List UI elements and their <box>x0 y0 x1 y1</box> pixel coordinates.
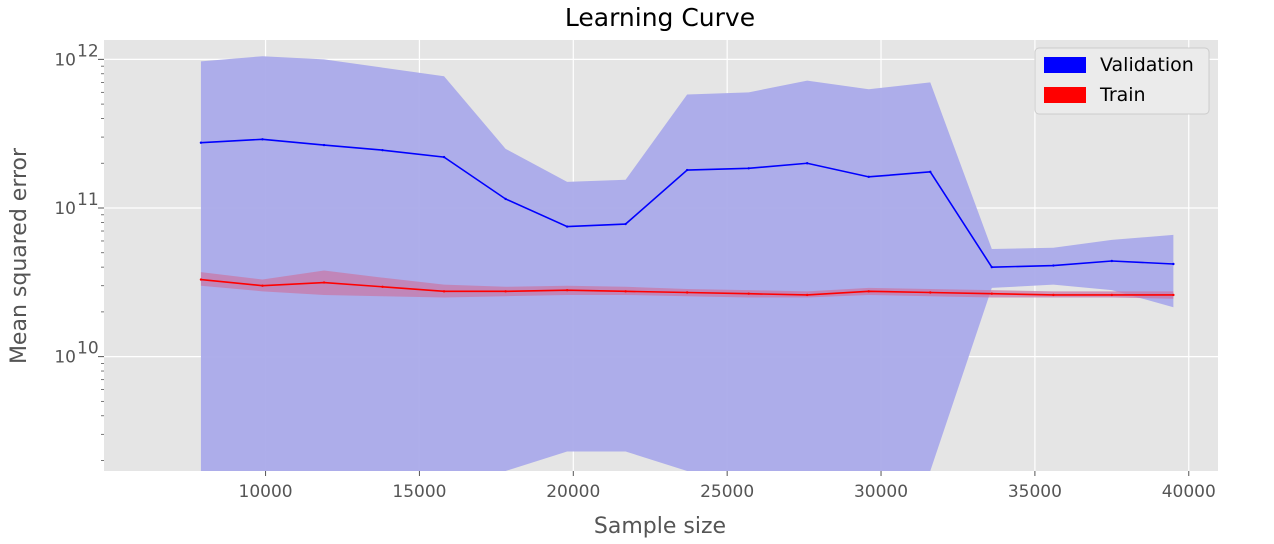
x-axis-label: Sample size <box>594 514 726 539</box>
y-tick-label: 10 <box>54 348 76 368</box>
point-train <box>867 290 870 293</box>
point-train <box>929 291 932 294</box>
chart-title: Learning Curve <box>565 3 755 32</box>
point-validation <box>504 197 507 201</box>
point-validation <box>199 141 203 144</box>
legend-label-validation: Validation <box>1100 54 1194 76</box>
point-train <box>805 293 809 297</box>
y-tick-label: 10 <box>54 50 76 70</box>
point-validation <box>747 167 750 170</box>
point-validation <box>1110 259 1114 263</box>
point-validation <box>990 265 994 269</box>
point-validation <box>867 175 870 179</box>
point-validation <box>261 138 264 141</box>
point-train <box>1172 293 1175 297</box>
point-validation <box>381 148 384 152</box>
x-tick-label: 35000 <box>1008 482 1062 502</box>
y-axis-label: Mean squared error <box>7 147 32 364</box>
point-train <box>1110 293 1114 297</box>
point-train <box>747 292 750 295</box>
point-validation <box>565 225 569 228</box>
legend-swatch-train <box>1044 87 1086 103</box>
point-train <box>1052 293 1055 297</box>
point-train <box>199 278 203 281</box>
point-validation <box>322 143 326 147</box>
point-train <box>990 292 994 295</box>
point-validation <box>1052 264 1055 267</box>
band-validation <box>200 56 1174 471</box>
point-validation <box>624 222 627 226</box>
y-tick-label-exponent: 10 <box>77 339 99 359</box>
series-lines <box>199 138 1175 297</box>
point-train <box>322 281 326 284</box>
legend-swatch-validation <box>1044 57 1086 73</box>
point-train <box>565 288 569 292</box>
point-train <box>624 290 627 293</box>
x-tick-label: 30000 <box>854 482 908 502</box>
x-axis-ticks: 10000 15000 20000 25000 30000 35000 40000 <box>239 471 1216 502</box>
x-tick-label: 25000 <box>700 482 754 502</box>
point-train <box>442 290 446 293</box>
x-tick-label: 15000 <box>392 482 446 502</box>
point-train <box>504 290 507 293</box>
y-tick-label-exponent: 11 <box>77 190 99 210</box>
x-tick-label: 20000 <box>546 482 600 502</box>
point-validation <box>929 170 932 174</box>
point-validation <box>442 155 446 159</box>
legend: Validation Train <box>1034 47 1210 115</box>
x-tick-label: 40000 <box>1162 482 1216 502</box>
legend-label-train: Train <box>1099 84 1146 106</box>
point-validation <box>685 168 689 172</box>
point-validation <box>1172 262 1175 266</box>
point-validation <box>805 162 809 165</box>
y-tick-label: 10 <box>54 199 76 219</box>
point-train <box>261 284 264 287</box>
x-tick-label: 10000 <box>239 482 293 502</box>
point-train <box>381 285 384 288</box>
y-tick-label-exponent: 12 <box>77 41 99 61</box>
point-train <box>685 291 689 294</box>
